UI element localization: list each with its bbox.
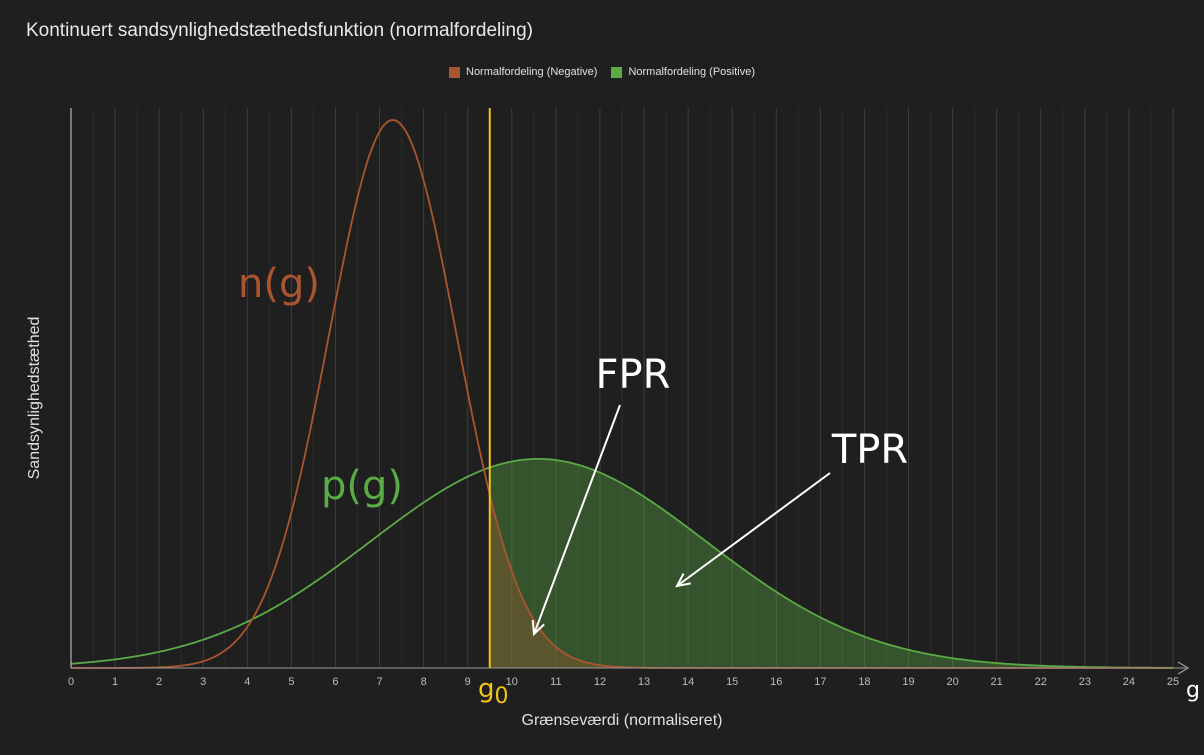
legend-swatch-positive [611, 66, 623, 78]
x-tick-label: 19 [902, 676, 914, 688]
x-tick-label: 2 [156, 676, 162, 688]
legend: Normalfordeling (Negative) Normalfordeli… [0, 66, 1204, 78]
tpr-area [489, 458, 1173, 668]
tpr-arrow [676, 472, 831, 587]
x-tick-label: 20 [946, 676, 958, 688]
positive-curve-label: p(g) [321, 463, 403, 509]
shaded-areas [489, 458, 1173, 668]
x-tick-label: 25 [1167, 676, 1179, 688]
x-tick-label: 6 [332, 676, 338, 688]
legend-label-negative: Normalfordeling (Negative) [466, 66, 598, 78]
x-tick-label: 8 [421, 676, 427, 688]
legend-item-negative[interactable]: Normalfordeling (Negative) [449, 66, 597, 78]
x-tick-label: 3 [200, 676, 206, 688]
legend-swatch-negative [449, 66, 460, 78]
axes [70, 108, 1190, 675]
x-tick-label: 7 [376, 676, 382, 688]
x-tick-labels: 0 1 2 3 4 5 6 7 8 9 10 11 12 13 14 15 16 17 18 19 20 21 22 23 24… [68, 676, 1179, 688]
x-tick-label: 9 [465, 676, 471, 688]
tpr-label: TPR [831, 427, 908, 473]
legend-item-positive[interactable]: Normalfordeling (Positive) [611, 66, 755, 78]
x-axis-arrow [1177, 661, 1190, 675]
x-tick-label: 14 [682, 676, 694, 688]
x-tick-label: 17 [814, 676, 826, 688]
x-tick-label: 13 [638, 676, 650, 688]
positive-curve [70, 458, 1173, 669]
x-tick-label: 16 [770, 676, 782, 688]
x-tick-label: 24 [1123, 676, 1135, 688]
threshold-label: g0 [478, 674, 509, 709]
x-tick-label: 1 [112, 676, 118, 688]
x-tick-label: 10 [506, 676, 518, 688]
x-tick-label: 0 [68, 676, 74, 688]
legend-label-positive: Normalfordeling (Positive) [628, 66, 755, 78]
fpr-area [489, 494, 1173, 668]
tpr-arrow-head [675, 573, 691, 588]
x-tick-label: 5 [288, 676, 294, 688]
fpr-arrow [533, 404, 621, 635]
x-tick-label: 21 [991, 676, 1003, 688]
fpr-arrow-head [531, 619, 545, 637]
x-tick-label: 18 [858, 676, 870, 688]
x-tick-label: 11 [550, 676, 561, 688]
x-tick-label: 15 [726, 676, 738, 688]
annotations: n(g) p(g) FPR TPR g0 g [238, 261, 1200, 709]
x-axis-end-label: g [1186, 678, 1200, 703]
negative-curve-label: n(g) [238, 261, 320, 307]
fpr-label: FPR [596, 352, 671, 398]
x-tick-label: 23 [1079, 676, 1091, 688]
grid-lines [92, 108, 1174, 668]
x-tick-label: 12 [594, 676, 606, 688]
x-tick-label: 4 [244, 676, 250, 688]
chart-title: Kontinuert sandsynlighedstæthedsfunktion… [26, 20, 533, 41]
x-axis-label: Grænseværdi (normaliseret) [521, 712, 723, 729]
threshold-label-subscript: 0 [495, 684, 509, 709]
x-tick-label: 22 [1035, 676, 1047, 688]
